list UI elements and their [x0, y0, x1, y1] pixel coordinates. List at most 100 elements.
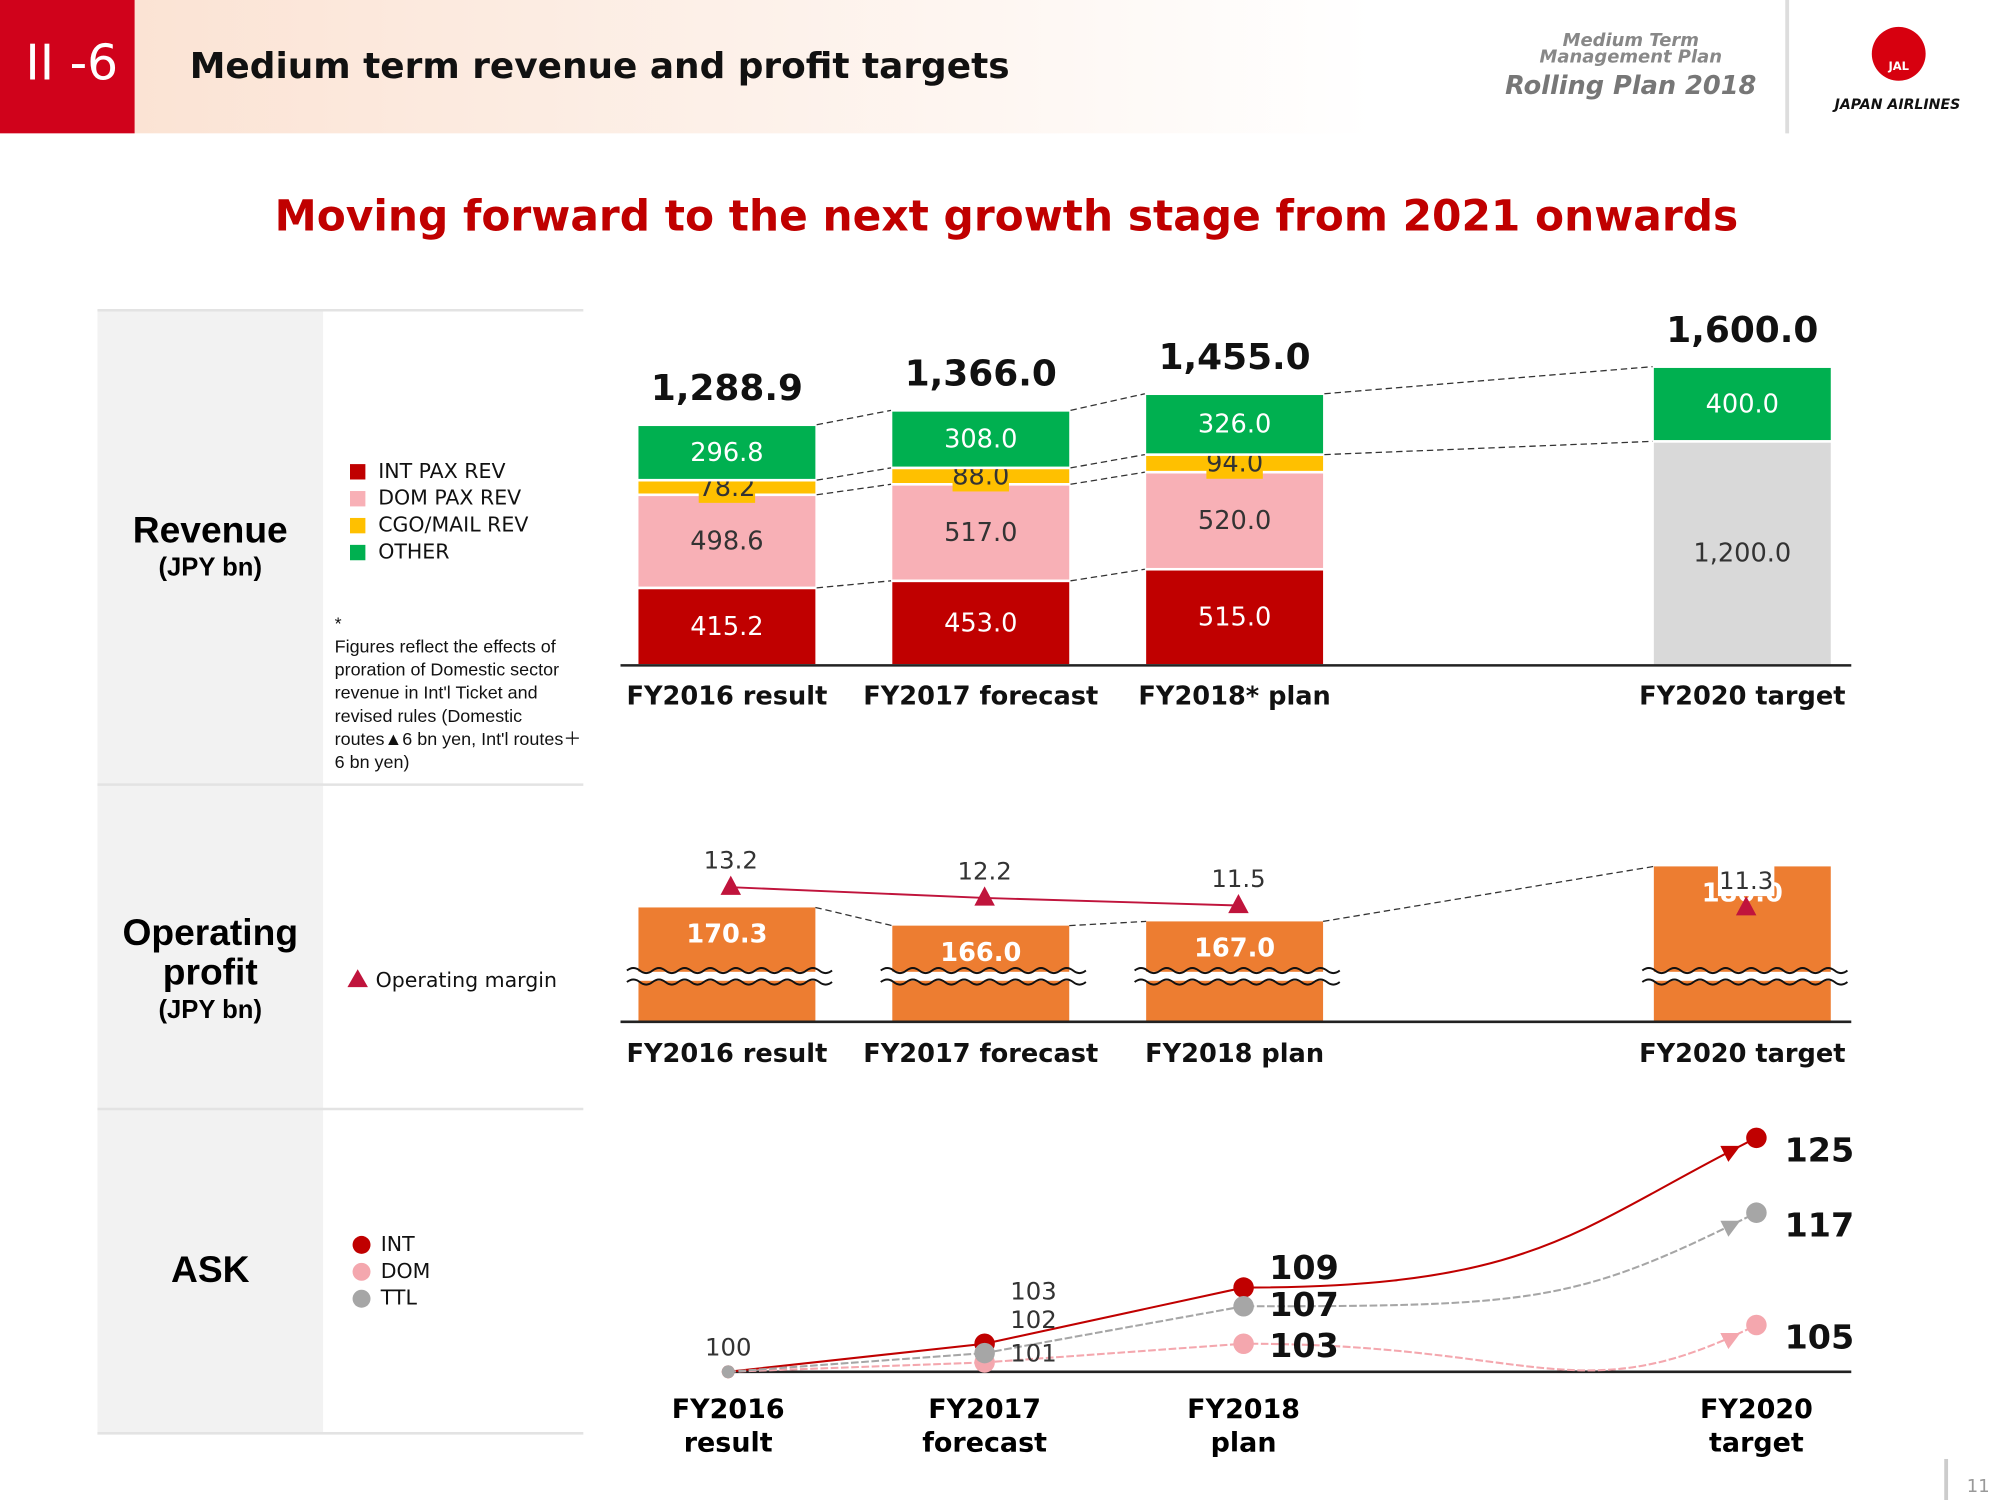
- break-line: [1641, 978, 1849, 986]
- value-label: 107: [1269, 1285, 1339, 1324]
- break-band: [1642, 971, 1843, 981]
- x-tick-label: FY2017 forecast: [863, 1039, 1098, 1069]
- total-label: 1,288.9: [651, 368, 803, 409]
- value-label: 296.8: [690, 438, 763, 468]
- legend-label: DOM: [381, 1259, 431, 1283]
- connector: [1322, 865, 1654, 923]
- value-label: 517.0: [944, 518, 1017, 548]
- break-line: [880, 978, 1087, 986]
- plan-line: Medium Term: [1563, 30, 1699, 51]
- panel-column: [97, 310, 324, 1434]
- ask-point: [721, 1365, 735, 1379]
- connector: [1070, 471, 1145, 485]
- value-label: 105: [1785, 1318, 1855, 1357]
- legend-swatch: [349, 491, 366, 507]
- bar-segment: [889, 579, 1072, 667]
- break-line: [1641, 966, 1849, 975]
- value-label: 125: [1785, 1130, 1855, 1169]
- ask-point: [1746, 1127, 1767, 1149]
- legend-swatch: [349, 517, 366, 534]
- value-label: 101: [1010, 1339, 1056, 1368]
- ask-point: [1233, 1296, 1254, 1317]
- value-label: 326.0: [1198, 409, 1271, 439]
- panel-label: ASK: [97, 1109, 323, 1433]
- label-box: [1717, 865, 1775, 897]
- header-band: [134, 0, 1786, 134]
- value-label: 109: [1269, 1248, 1339, 1287]
- connector: [1069, 920, 1147, 927]
- connector: [816, 483, 892, 496]
- x-tick-label: FY2020 target: [1639, 681, 1845, 711]
- legend-marker: [352, 1289, 371, 1308]
- logo-mark: [1871, 26, 1926, 81]
- panel-unit: (JPY bn): [158, 553, 263, 583]
- legend-swatch: [349, 464, 366, 480]
- footnote-text: Figures reflect the effects of proration…: [334, 635, 582, 772]
- break-band: [880, 971, 1081, 981]
- panel-title: Revenue: [132, 510, 288, 552]
- x-tick-label: FY2017 forecast: [922, 1393, 1047, 1458]
- bar-segment: [1143, 470, 1326, 571]
- panel-label: Revenue (JPY bn): [97, 310, 323, 784]
- x-tick-label: FY2018* plan: [1138, 681, 1330, 711]
- x-tick-label: FY2018 plan: [1145, 1039, 1324, 1069]
- value-label: 100: [705, 1333, 751, 1362]
- value-label: 12.2: [958, 856, 1012, 885]
- margin-marker: [974, 886, 995, 906]
- legend-marker: [352, 1262, 371, 1281]
- footnote: * Figures reflect the effects of prorati…: [335, 612, 586, 774]
- connector: [816, 409, 892, 426]
- value-label: 102: [1010, 1305, 1056, 1334]
- value-label: 520.0: [1198, 506, 1271, 536]
- legend-label: OTHER: [378, 540, 449, 564]
- margin-marker: [1228, 893, 1249, 914]
- value-label: 11.3: [1719, 866, 1773, 895]
- break-band: [1134, 971, 1335, 981]
- section-box: [0, 0, 135, 134]
- connector: [816, 467, 892, 481]
- value-label: 103: [1269, 1326, 1339, 1365]
- ask-point: [1746, 1314, 1767, 1336]
- legend-label: DOM PAX REV: [378, 486, 521, 510]
- value-label: 308.0: [944, 424, 1017, 454]
- panel-title: ASK: [170, 1249, 250, 1292]
- ask-point: [974, 1342, 995, 1364]
- value-label: 167.0: [1194, 934, 1275, 964]
- value-label: 117: [1785, 1205, 1855, 1244]
- bar: [638, 907, 816, 1022]
- ask-line: [728, 1211, 1757, 1373]
- value-label: 400.0: [1706, 389, 1779, 419]
- footnote-marker: *: [334, 612, 342, 634]
- x-tick-label: FY2016 result: [626, 681, 827, 711]
- brand: JAPAN AIRLINES: [1832, 97, 1961, 113]
- bar-segment: [889, 483, 1072, 583]
- bar-segment: [1651, 365, 1834, 443]
- connector: [1324, 366, 1653, 395]
- x-tick-label: FY2020 target: [1699, 1393, 1813, 1458]
- x-tick-label: FY2018 plan: [1187, 1393, 1300, 1458]
- x-tick-label: FY2016 result: [626, 1039, 827, 1069]
- bar-segment: [635, 423, 818, 482]
- break-line: [880, 966, 1087, 975]
- value-label: 453.0: [944, 608, 1017, 638]
- page-number: 11: [1967, 1476, 1990, 1497]
- margin-marker: [720, 875, 742, 895]
- plan-name: Rolling Plan 2018: [1505, 71, 1756, 101]
- break-line: [1134, 978, 1341, 986]
- legend-marker: [347, 969, 368, 988]
- slide-title: Medium term revenue and profit targets: [190, 46, 1010, 87]
- legend-label: INT PAX REV: [378, 459, 505, 483]
- panel-title: Operating profit: [122, 912, 299, 994]
- connector: [1070, 568, 1145, 582]
- break-line: [626, 966, 833, 975]
- x-tick-label: FY2016 result: [671, 1393, 785, 1458]
- panel-unit: (JPY bn): [158, 996, 263, 1025]
- total-label: 1,455.0: [1159, 337, 1311, 378]
- margin-marker: [1735, 896, 1757, 916]
- headline: Moving forward to the next growth stage …: [275, 192, 1739, 241]
- connector: [1324, 440, 1653, 456]
- bar-segment: [635, 586, 818, 667]
- connector: [815, 906, 893, 927]
- value-label: 1,200.0: [1693, 539, 1791, 569]
